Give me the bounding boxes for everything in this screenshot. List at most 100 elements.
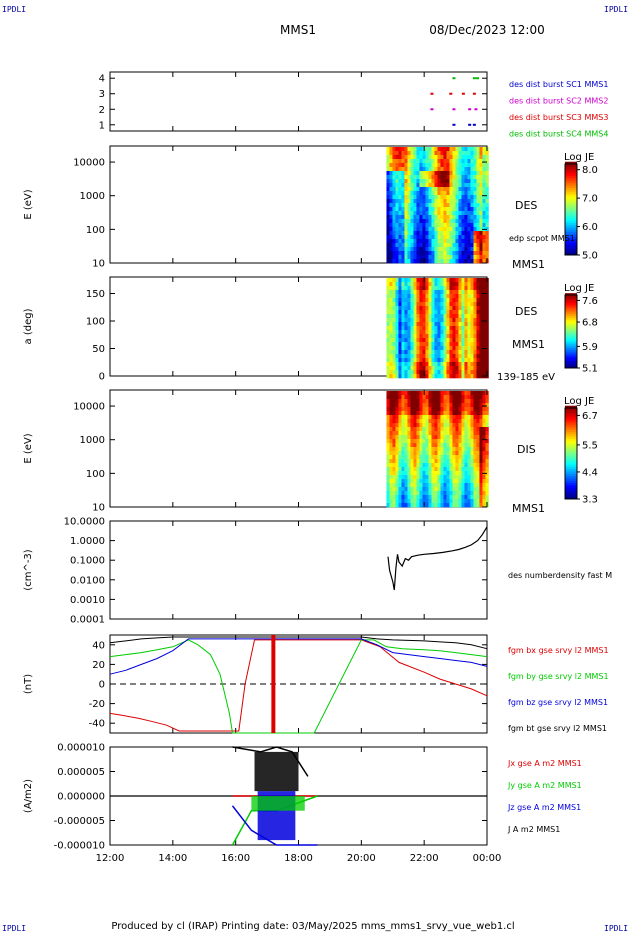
des-pitch-cell <box>437 294 441 299</box>
des-pitch-cell <box>389 366 393 371</box>
dis-energy-cell <box>395 483 399 488</box>
des-energy-cell <box>419 203 423 208</box>
des-energy-cell <box>425 159 429 164</box>
des-energy-cell <box>428 163 432 168</box>
des-energy-colorbar-cell <box>565 224 577 228</box>
dis-energy-cell <box>428 459 432 464</box>
burst-marker <box>461 92 465 95</box>
des-pitch-cell <box>434 322 438 327</box>
des-energy-cell <box>473 255 477 260</box>
dis-energy-cell <box>428 483 432 488</box>
des-energy-cell <box>413 243 417 248</box>
des-pitch-cell <box>449 306 453 311</box>
dis-energy-cell <box>443 447 447 452</box>
dis-energy-cell <box>476 475 480 480</box>
des-pitch-cell <box>386 354 390 359</box>
des-energy-cell <box>392 255 396 260</box>
dis-energy-cell <box>428 491 432 496</box>
des-pitch-cell <box>407 298 411 303</box>
des-energy-cell <box>449 183 453 188</box>
des-energy-cell <box>446 167 450 172</box>
dis-energy-cell <box>401 475 405 480</box>
des-energy-cell <box>449 167 453 172</box>
des-pitch-cell <box>398 290 402 295</box>
des-pitch-cell <box>431 362 435 367</box>
des-energy-cell <box>455 243 459 248</box>
des-energy-cell <box>395 239 399 244</box>
dis-energy-cell <box>470 479 474 484</box>
des-energy-cell <box>437 219 441 224</box>
dis-energy-cell <box>464 467 468 472</box>
dis-energy-cell <box>449 475 453 480</box>
des-energy-cell <box>437 175 441 180</box>
des-energy-cell <box>479 223 483 228</box>
dis-energy-cell <box>464 475 468 480</box>
des-energy-cell <box>473 183 477 188</box>
dis-energy-cell <box>389 395 393 400</box>
des-energy-cell <box>428 179 432 184</box>
des-energy-cell <box>449 247 453 252</box>
dis-energy-cell <box>419 447 423 452</box>
dis-energy-cell <box>422 471 426 476</box>
dis-energy-cell <box>386 435 390 440</box>
des-energy-cell <box>452 155 456 160</box>
des-pitch-cell <box>437 286 441 291</box>
des-pitch-cell <box>467 350 471 355</box>
des-energy-cell <box>461 231 465 236</box>
des-pitch-cell <box>482 350 486 355</box>
des-pitch-cell <box>473 362 477 367</box>
des-pitch-cell <box>410 358 414 363</box>
dis-energy-cell <box>479 443 483 448</box>
des-energy-cell <box>446 187 450 192</box>
dis-energy-cell <box>461 395 465 400</box>
des-pitch-cell <box>401 374 405 379</box>
des-pitch-cell <box>455 322 459 327</box>
dis-energy-cell <box>425 479 429 484</box>
des-pitch-cell <box>431 302 435 307</box>
dis-energy-colorbar-cell <box>565 454 577 458</box>
dis-energy-cell <box>386 447 390 452</box>
dis-energy-cell <box>407 491 411 496</box>
des-pitch-cell <box>410 354 414 359</box>
dis-energy-cell <box>440 495 444 500</box>
dis-energy-cell <box>476 439 480 444</box>
des-energy-cell <box>401 227 405 232</box>
dis-energy-cell <box>392 483 396 488</box>
dis-energy-cell <box>473 459 477 464</box>
dis-energy-cell <box>410 391 414 396</box>
des-energy-colorbar-tick-label: 5.0 <box>582 251 598 262</box>
des-energy-cell <box>461 255 465 260</box>
des-pitch-cell <box>473 374 477 379</box>
des-pitch-cell <box>458 294 462 299</box>
des-pitch-cell <box>482 302 486 307</box>
dis-energy-cell <box>407 455 411 460</box>
dis-energy-cell <box>440 451 444 456</box>
des-pitch-cell <box>476 354 480 359</box>
des-energy-cell <box>434 187 438 192</box>
des-energy-cell <box>476 227 480 232</box>
dis-energy-cell <box>467 463 471 468</box>
des-energy-cell <box>398 231 402 236</box>
des-pitch-cell <box>413 314 417 319</box>
dis-energy-cell <box>437 435 441 440</box>
dis-energy-cell <box>476 471 480 476</box>
des-energy-cell <box>476 231 480 236</box>
des-pitch-cell <box>407 290 411 295</box>
des-pitch-cell <box>398 334 402 339</box>
des-energy-cell <box>458 199 462 204</box>
des-pitch-cell <box>449 370 453 375</box>
des-pitch-cell <box>386 326 390 331</box>
dis-energy-cell <box>431 395 435 400</box>
des-energy-cell <box>452 195 456 200</box>
des-pitch-cell <box>440 286 444 291</box>
dis-energy-cell <box>428 391 432 396</box>
des-pitch-cell <box>437 330 441 335</box>
des-pitch-colorbar-cell <box>565 311 577 315</box>
des-pitch-cell <box>452 350 456 355</box>
des-pitch-cell <box>452 318 456 323</box>
des-energy-cell <box>461 195 465 200</box>
dis-energy-cell <box>437 459 441 464</box>
des-energy-cell <box>413 207 417 212</box>
dis-energy-cell <box>461 415 465 420</box>
des-pitch-cell <box>461 298 465 303</box>
